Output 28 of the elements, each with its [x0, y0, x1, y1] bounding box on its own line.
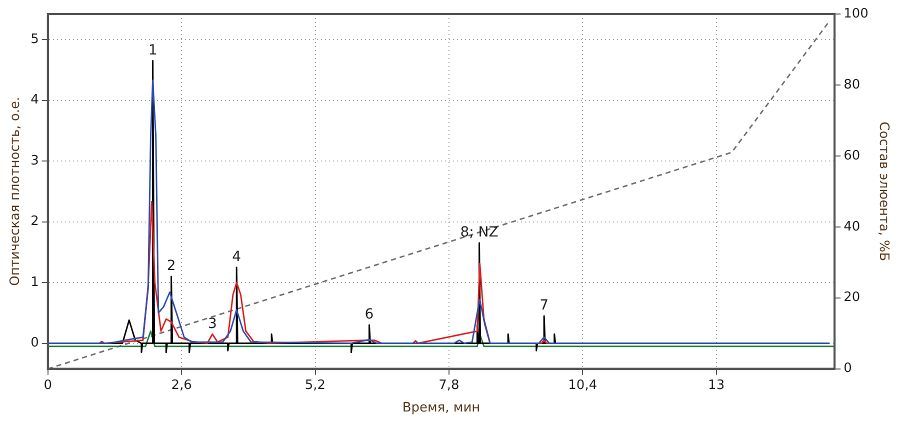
- y2-tick-label: 40: [844, 219, 860, 234]
- y-tick-label: 1: [30, 274, 39, 290]
- y2-tick-label: 100: [844, 6, 868, 22]
- x-tick-label: 5,2: [304, 378, 326, 393]
- annotation: 2: [166, 258, 176, 274]
- x-tick-label: 7,8: [438, 378, 460, 393]
- y-tick-label: 4: [30, 92, 39, 108]
- y-tick-label: 5: [30, 32, 39, 47]
- y-axis-title: Оптическая плотность, о.е.: [8, 96, 24, 286]
- x-tick-label: 0: [44, 378, 52, 393]
- y-tick-label: 3: [30, 153, 39, 168]
- y2-tick-label: 0: [844, 361, 852, 376]
- annotation: 3: [208, 316, 217, 332]
- x-tick-label: 10,4: [568, 378, 598, 393]
- x-axis-title: Время, мин: [402, 400, 480, 416]
- annotation: 4: [232, 248, 242, 265]
- annotation: 7: [540, 298, 549, 314]
- x-tick-label: 13: [708, 378, 725, 393]
- annotation: 8; NZ: [460, 224, 498, 241]
- x-tick-label: 2,6: [171, 378, 192, 393]
- y2-tick-label: 60: [844, 148, 860, 164]
- y-tick-label: 0: [30, 336, 39, 351]
- y2-axis-title: Состав элюента, %Б: [876, 122, 891, 262]
- y-tick-label: 2: [30, 214, 39, 230]
- annotation: 1: [148, 42, 158, 58]
- y2-tick-label: 20: [844, 290, 860, 306]
- annotation: 6: [364, 306, 374, 323]
- y2-tick-label: 80: [844, 77, 860, 92]
